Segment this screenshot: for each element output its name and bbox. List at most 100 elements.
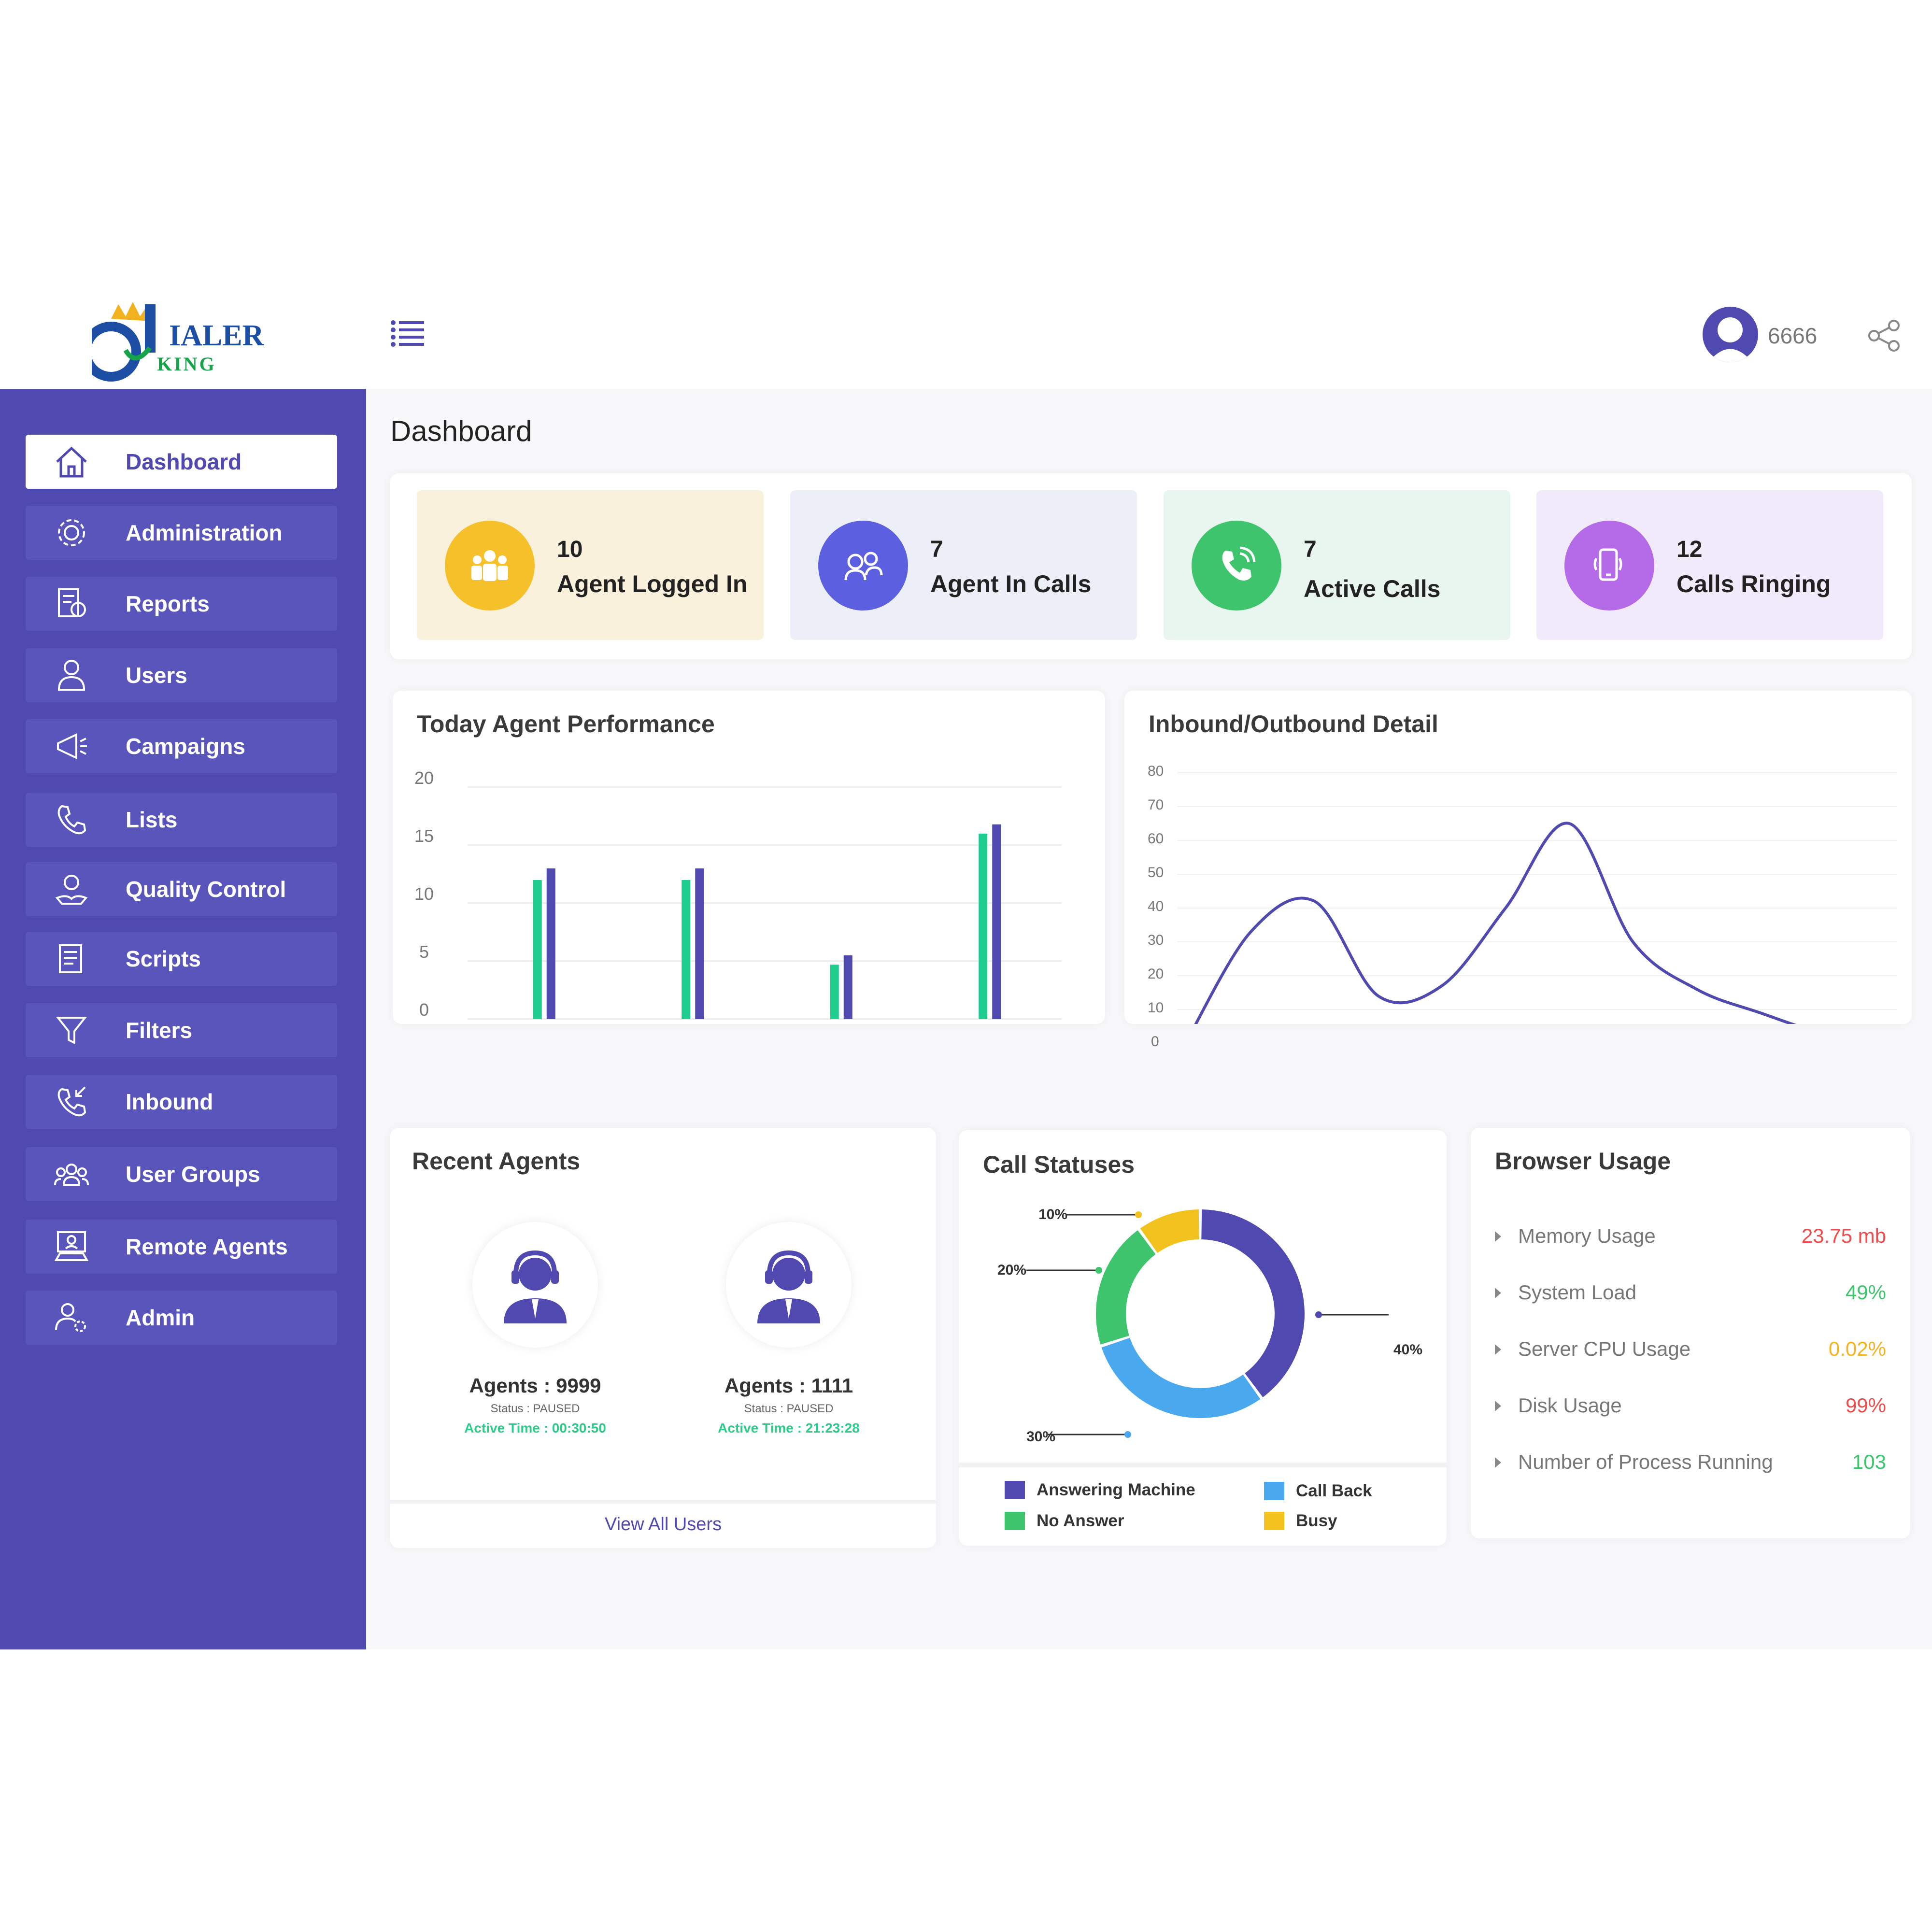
sidebar-item-administration[interactable]: Administration	[26, 506, 337, 560]
stat-card-active-calls[interactable]: 7 Active Calls	[1164, 490, 1510, 640]
sidebar-item-label: User Groups	[126, 1162, 260, 1187]
donut-slice	[1201, 1209, 1305, 1397]
callout-dot	[1315, 1311, 1322, 1318]
stat-value: 7	[1304, 537, 1317, 562]
sidebar-item-users[interactable]: Users	[26, 648, 337, 702]
phone-icon	[52, 800, 100, 839]
card-divider	[390, 1500, 936, 1504]
agent-name: Agents : 9999	[469, 1374, 601, 1397]
bar	[695, 868, 704, 1019]
sidebar-item-filters[interactable]: Filters	[26, 1003, 337, 1057]
headset-agents-icon	[818, 521, 908, 611]
logo-text-top: IALER	[169, 319, 264, 352]
sidebar-item-lists[interactable]: Lists	[26, 793, 337, 847]
sidebar-item-admin[interactable]: Admin	[26, 1291, 337, 1345]
agent-active-time: Active Time : 21:23:28	[718, 1421, 860, 1435]
agent-avatar	[726, 1222, 852, 1348]
share-icon	[1868, 320, 1900, 352]
usage-label: Server CPU Usage	[1518, 1337, 1691, 1360]
legend-label: Answering Machine	[1037, 1480, 1195, 1499]
sidebar-item-label: Filters	[126, 1018, 193, 1043]
user-icon	[52, 656, 100, 695]
legend-label: Busy	[1296, 1511, 1337, 1530]
recent-agents-card: Recent Agents Agents : 9999 Status : PAU…	[390, 1128, 936, 1548]
headset-agent-icon	[757, 1250, 820, 1323]
bar	[533, 880, 542, 1019]
sidebar-item-quality-control[interactable]: Quality Control	[26, 862, 337, 916]
call-statuses-card: Call Statuses 40% 30% 20% 10% Answering …	[959, 1130, 1447, 1546]
sidebar-item-inbound[interactable]: Inbound	[26, 1075, 337, 1129]
filter-icon	[52, 1011, 100, 1050]
caret-right-icon	[1495, 1401, 1501, 1411]
list-menu-icon	[391, 320, 424, 347]
card-title: Browser Usage	[1495, 1148, 1671, 1175]
agent-card[interactable]: Agents : 1111 Status : PAUSED Active Tim…	[687, 1222, 890, 1436]
bar	[979, 834, 988, 1019]
call-statuses-donut-chart	[1026, 1209, 1389, 1438]
sidebar-item-remote-agents[interactable]: Remote Agents	[26, 1220, 337, 1274]
sidebar-item-reports[interactable]: Reports	[26, 577, 337, 631]
group-icon	[52, 1155, 100, 1193]
usage-row-disk: Disk Usage 99%	[1495, 1394, 1886, 1423]
sidebar-item-label: Admin	[126, 1305, 195, 1330]
pct-label: 30%	[1026, 1429, 1056, 1445]
sidebar-item-user-groups[interactable]: User Groups	[26, 1147, 337, 1201]
sidebar-item-label: Dashboard	[126, 449, 242, 474]
browser-usage-card: Browser Usage Memory Usage 23.75 mb Syste…	[1471, 1128, 1910, 1538]
inbound-call-icon	[52, 1082, 100, 1121]
stat-card-calls-ringing[interactable]: 12 Calls Ringing	[1536, 490, 1883, 640]
usage-value: 49%	[1845, 1281, 1886, 1304]
legend-call-back[interactable]: Call Back	[1264, 1481, 1372, 1501]
agents-icon	[445, 521, 535, 611]
agent-status: Status : PAUSED	[744, 1402, 834, 1415]
logo-area: IALER KING	[0, 280, 366, 389]
agent-status: Status : PAUSED	[490, 1402, 580, 1415]
y-tick: 10	[414, 884, 434, 904]
card-title: Inbound/Outbound Detail	[1149, 710, 1438, 738]
usage-value: 99%	[1845, 1394, 1886, 1417]
donut-slice	[1096, 1230, 1156, 1345]
usage-row-memory: Memory Usage 23.75 mb	[1495, 1224, 1886, 1253]
user-silhouette-icon	[1708, 317, 1752, 362]
agent-performance-card: Today Agent Performance 20 15 10 5 0 Tot…	[393, 691, 1105, 1024]
y-tick: 80	[1148, 763, 1164, 779]
usage-row-system-load: System Load 49%	[1495, 1281, 1886, 1310]
series-line	[1194, 822, 1797, 1024]
agent-performance-bar-chart: Total TalkAvg TalkAvg WrapAvg Pause	[468, 786, 1062, 1020]
mobile-ringing-icon	[1564, 521, 1654, 611]
y-tick: 50	[1148, 865, 1164, 881]
sidebar-item-label: Administration	[126, 520, 283, 545]
view-all-users-link[interactable]: View All Users	[604, 1514, 722, 1534]
legend-swatch	[1005, 1512, 1025, 1530]
stat-label: Agent Logged In	[557, 570, 748, 597]
stat-value: 12	[1676, 537, 1703, 562]
agent-name: Agents : 1111	[724, 1374, 853, 1397]
menu-toggle-button[interactable]	[390, 319, 424, 348]
bar	[830, 965, 839, 1019]
usage-value: 103	[1852, 1450, 1886, 1473]
sidebar-item-scripts[interactable]: Scripts	[26, 932, 337, 986]
logo-text-bottom: KING	[157, 353, 216, 375]
sidebar-item-dashboard[interactable]: Dashboard	[26, 435, 337, 489]
legend-busy[interactable]: Busy	[1264, 1511, 1337, 1531]
stat-card-agent-logged-in[interactable]: 10 Agent Logged In	[417, 490, 764, 640]
page-title: Dashboard	[390, 415, 532, 447]
sidebar-item-label: Quality Control	[126, 877, 286, 902]
y-tick: 30	[1148, 932, 1164, 948]
legend-no-answer[interactable]: No Answer	[1005, 1511, 1124, 1531]
sidebar-item-campaigns[interactable]: Campaigns	[26, 719, 337, 773]
agent-card[interactable]: Agents : 9999 Status : PAUSED Active Tim…	[434, 1222, 637, 1436]
sidebar: Dashboard Administration Reports Users C…	[0, 389, 366, 1649]
stat-value: 10	[557, 537, 583, 562]
caret-right-icon	[1495, 1344, 1501, 1355]
caret-right-icon	[1495, 1288, 1501, 1298]
user-avatar[interactable]	[1703, 307, 1758, 362]
stat-card-agent-in-calls[interactable]: 7 Agent In Calls	[790, 490, 1137, 640]
home-icon	[52, 442, 100, 481]
card-title: Today Agent Performance	[417, 710, 715, 738]
legend-answering-machine[interactable]: Answering Machine	[1005, 1480, 1195, 1500]
card-divider	[959, 1463, 1447, 1467]
user-gear-icon	[52, 1298, 100, 1337]
share-button[interactable]	[1867, 319, 1901, 353]
user-id-label[interactable]: 6666	[1768, 323, 1818, 348]
